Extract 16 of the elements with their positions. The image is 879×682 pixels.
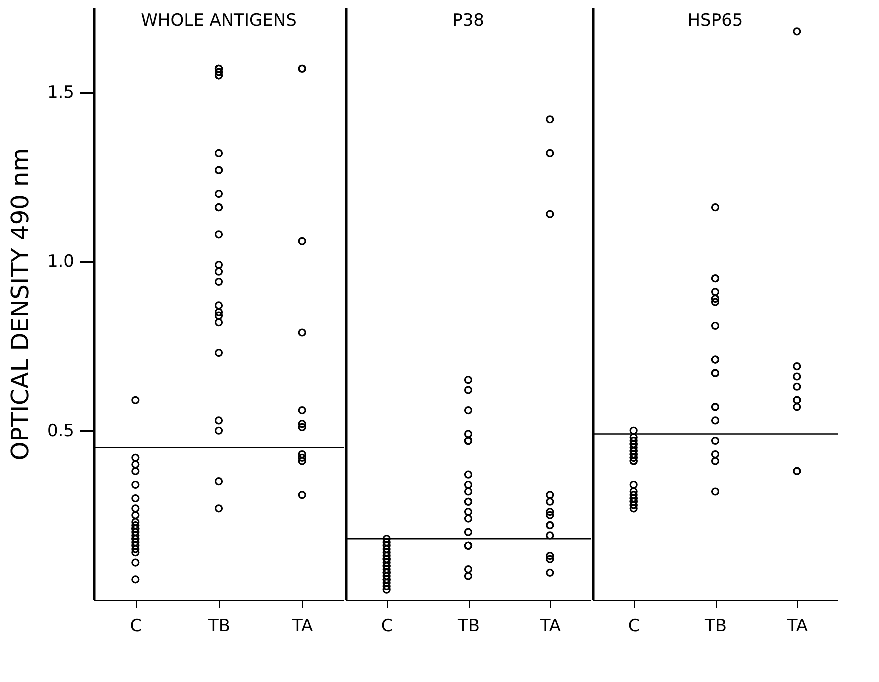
x-tick-label: TB (704, 616, 728, 636)
chart-title: HSP65 (688, 11, 744, 31)
x-tick-label: TA (291, 616, 314, 636)
x-tick-label: TB (456, 616, 480, 636)
y-tick-label: 1.5 (47, 83, 74, 104)
chart-title: P38 (452, 11, 484, 31)
x-tick-label: TA (539, 616, 562, 636)
x-tick-label: C (628, 616, 640, 636)
y-tick-label: 0.5 (47, 421, 74, 442)
y-tick-label: 1.0 (47, 252, 74, 272)
chart-title: WHOLE ANTIGENS (141, 11, 297, 31)
x-tick-label: C (130, 616, 142, 636)
x-tick-label: TA (786, 616, 808, 636)
y-axis-title: OPTICAL DENSITY 490 nm (6, 148, 34, 461)
x-tick-label: TB (207, 616, 231, 636)
x-tick-label: C (381, 616, 394, 636)
